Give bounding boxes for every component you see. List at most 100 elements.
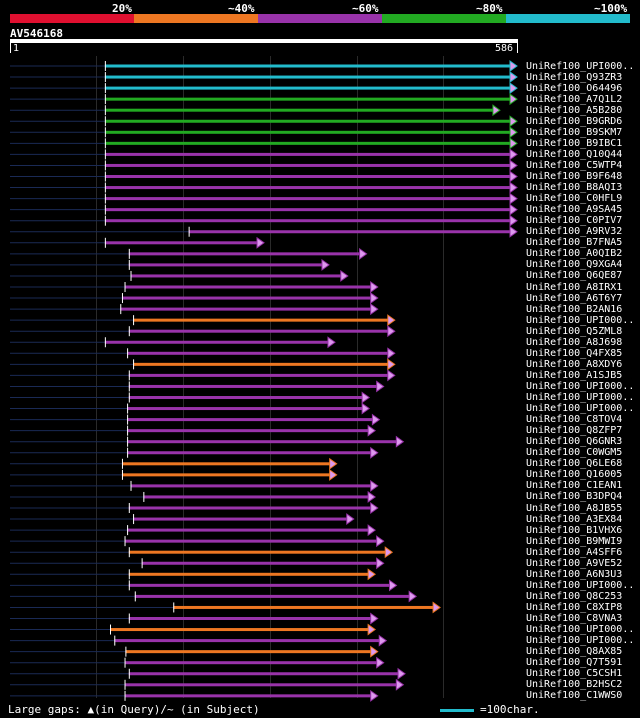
hit-label[interactable]: UniRef100_A8IRX1 (526, 281, 623, 293)
hit-bar[interactable] (104, 86, 510, 90)
hit-bar[interactable] (127, 429, 369, 433)
hit-label[interactable]: UniRef100_B9F648 (526, 171, 623, 182)
hit-bar[interactable] (127, 418, 373, 422)
hit-label[interactable]: UniRef100_C8VNA3 (526, 613, 623, 624)
hit-bar[interactable] (128, 373, 388, 377)
hit-label[interactable]: UniRef100_A5B280 (526, 104, 623, 116)
hit-label[interactable]: UniRef100_A8XDY6 (526, 358, 623, 370)
hit-label[interactable]: UniRef100_Q6LE68 (526, 458, 623, 470)
hit-bar[interactable] (124, 539, 377, 543)
hit-label[interactable]: UniRef100_Q10Q44 (526, 148, 623, 160)
hit-bar[interactable] (104, 163, 510, 167)
hit-label[interactable]: UniRef100_B9IBC1 (526, 137, 623, 149)
hit-label[interactable]: UniRef100_A6N3U3 (526, 568, 623, 580)
hit-label[interactable]: UniRef100_Q9XGA4 (526, 259, 623, 271)
hit-label[interactable]: UniRef100_B7FNA5 (526, 237, 623, 249)
hit-bar[interactable] (121, 462, 330, 466)
hit-bar[interactable] (104, 64, 510, 68)
hit-label[interactable]: UniRef100_Q8ZFP7 (526, 425, 623, 437)
hit-label[interactable]: UniRef100_Q8C253 (526, 590, 623, 602)
hit-bar[interactable] (104, 108, 493, 112)
hit-bar[interactable] (104, 119, 510, 123)
hit-label[interactable]: UniRef100_B1VHX6 (526, 524, 623, 536)
hit-label[interactable]: UniRef100_C5WTP4 (526, 159, 623, 171)
hit-bar[interactable] (104, 75, 510, 79)
hit-bar[interactable] (125, 650, 371, 654)
hit-bar[interactable] (128, 550, 386, 554)
hit-label[interactable]: UniRef100_A6T6Y7 (526, 292, 623, 304)
hit-bar[interactable] (133, 318, 388, 322)
hit-bar[interactable] (124, 694, 371, 698)
hit-label[interactable]: UniRef100_C1WWS0 (526, 690, 623, 702)
hit-bar[interactable] (188, 230, 510, 234)
hit-label[interactable]: UniRef100_B9MWI9 (526, 535, 623, 547)
hit-bar[interactable] (104, 130, 510, 134)
hit-label[interactable]: UniRef100_B9GRD6 (526, 115, 623, 127)
hit-bar[interactable] (104, 208, 510, 212)
hit-bar[interactable] (110, 628, 369, 632)
hit-bar[interactable] (128, 617, 371, 620)
hit-bar[interactable] (127, 407, 363, 411)
hit-label[interactable]: UniRef100_A7Q1L2 (526, 93, 623, 105)
hit-label[interactable]: UniRef100_UPI000.. (526, 314, 635, 326)
hit-bar[interactable] (114, 639, 380, 643)
hit-label[interactable]: UniRef100_A9VE52 (526, 557, 623, 569)
hit-bar[interactable] (127, 528, 369, 532)
hit-label[interactable]: UniRef100_UPI000.. (526, 60, 635, 72)
hit-bar[interactable] (128, 572, 369, 576)
hit-bar[interactable] (124, 683, 397, 687)
hit-label[interactable]: UniRef100_C0WGM5 (526, 447, 623, 459)
hit-label[interactable]: UniRef100_A4SFF6 (526, 546, 623, 558)
hit-bar[interactable] (127, 351, 388, 355)
hit-bar[interactable] (128, 384, 377, 388)
hit-bar[interactable] (127, 451, 371, 455)
hit-label[interactable]: UniRef100_O64496 (526, 82, 623, 94)
hit-bar[interactable] (173, 605, 434, 609)
hit-label[interactable]: UniRef100_Q7T591 (526, 657, 623, 669)
hit-label[interactable]: UniRef100_C8XIP8 (526, 601, 623, 613)
hit-label[interactable]: UniRef100_A3EX84 (526, 513, 623, 525)
hit-bar[interactable] (133, 362, 388, 366)
hit-label[interactable]: UniRef100_C0HFL9 (526, 193, 623, 205)
hit-bar[interactable] (128, 396, 363, 399)
hit-label[interactable]: UniRef100_B3DPQ4 (526, 491, 623, 503)
hit-bar[interactable] (128, 506, 371, 510)
hit-bar[interactable] (104, 152, 510, 156)
hit-label[interactable]: UniRef100_UPI000.. (526, 403, 635, 415)
hit-bar[interactable] (130, 484, 371, 488)
hit-label[interactable]: UniRef100_Q93ZR3 (526, 71, 623, 83)
hit-label[interactable]: UniRef100_A1SJB5 (526, 369, 623, 381)
hit-bar[interactable] (104, 197, 510, 201)
hit-bar[interactable] (104, 175, 510, 178)
hit-label[interactable]: UniRef100_A8J698 (526, 336, 623, 348)
hit-label[interactable]: UniRef100_Q6GNR3 (526, 436, 623, 448)
hit-bar[interactable] (141, 561, 377, 565)
hit-label[interactable]: UniRef100_Q8AX85 (526, 646, 623, 658)
hit-bar[interactable] (134, 594, 410, 598)
hit-bar[interactable] (128, 252, 360, 256)
hit-label[interactable]: UniRef100_C1EAN1 (526, 480, 623, 492)
hit-bar[interactable] (128, 583, 390, 587)
hit-bar[interactable] (128, 329, 388, 333)
hit-label[interactable]: UniRef100_A9RV32 (526, 226, 623, 238)
hit-bar[interactable] (124, 285, 371, 289)
hit-label[interactable]: UniRef100_Q16005 (526, 469, 623, 481)
hit-bar[interactable] (121, 296, 371, 300)
hit-label[interactable]: UniRef100_UPI000.. (526, 624, 635, 636)
hit-bar[interactable] (104, 241, 258, 245)
hit-label[interactable]: UniRef100_C5CSH1 (526, 668, 623, 680)
hit-bar[interactable] (130, 274, 341, 278)
hit-bar[interactable] (104, 186, 510, 190)
hit-label[interactable]: UniRef100_A8JB55 (526, 502, 623, 514)
hit-label[interactable]: UniRef100_UPI000.. (526, 380, 635, 392)
hit-bar[interactable] (128, 672, 399, 676)
hit-bar[interactable] (127, 440, 397, 444)
hit-label[interactable]: UniRef100_B9SKM7 (526, 126, 623, 138)
hit-label[interactable]: UniRef100_UPI000.. (526, 392, 635, 403)
hit-label[interactable]: UniRef100_Q4FX85 (526, 347, 623, 359)
hit-bar[interactable] (104, 219, 510, 223)
hit-label[interactable]: UniRef100_B2AN16 (526, 303, 623, 315)
hit-bar[interactable] (124, 661, 377, 665)
hit-label[interactable]: UniRef100_C0PIV7 (526, 215, 623, 227)
hit-label[interactable]: UniRef100_A0QIB2 (526, 248, 623, 260)
